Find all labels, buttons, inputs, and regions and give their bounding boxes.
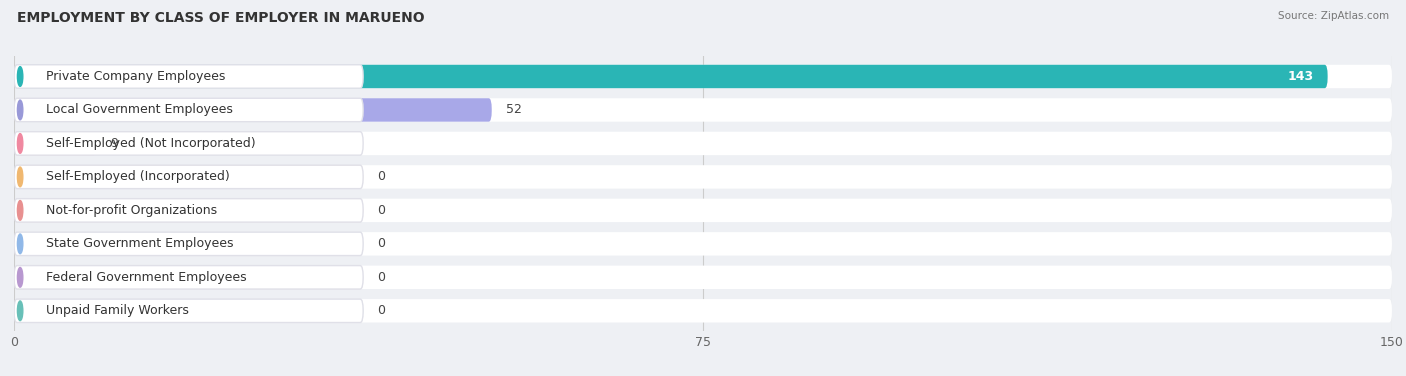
- Text: Self-Employed (Not Incorporated): Self-Employed (Not Incorporated): [46, 137, 256, 150]
- FancyBboxPatch shape: [14, 232, 1392, 256]
- FancyBboxPatch shape: [14, 65, 1392, 88]
- Circle shape: [17, 133, 22, 153]
- Text: 0: 0: [377, 304, 385, 317]
- Text: Local Government Employees: Local Government Employees: [46, 103, 233, 117]
- FancyBboxPatch shape: [14, 299, 363, 323]
- FancyBboxPatch shape: [14, 165, 363, 189]
- FancyBboxPatch shape: [14, 232, 363, 256]
- FancyBboxPatch shape: [14, 232, 363, 256]
- Text: State Government Employees: State Government Employees: [46, 237, 233, 250]
- Text: Source: ZipAtlas.com: Source: ZipAtlas.com: [1278, 11, 1389, 21]
- FancyBboxPatch shape: [14, 65, 363, 88]
- Circle shape: [17, 167, 22, 187]
- FancyBboxPatch shape: [14, 299, 1392, 323]
- Circle shape: [17, 67, 22, 86]
- FancyBboxPatch shape: [14, 299, 363, 323]
- FancyBboxPatch shape: [14, 199, 363, 222]
- Text: EMPLOYMENT BY CLASS OF EMPLOYER IN MARUENO: EMPLOYMENT BY CLASS OF EMPLOYER IN MARUE…: [17, 11, 425, 25]
- FancyBboxPatch shape: [14, 165, 1392, 189]
- Text: 0: 0: [377, 204, 385, 217]
- FancyBboxPatch shape: [14, 265, 363, 289]
- Text: 0: 0: [377, 271, 385, 284]
- FancyBboxPatch shape: [14, 199, 1392, 222]
- Text: Unpaid Family Workers: Unpaid Family Workers: [46, 304, 188, 317]
- Circle shape: [17, 234, 22, 254]
- Text: Self-Employed (Incorporated): Self-Employed (Incorporated): [46, 170, 231, 183]
- Circle shape: [17, 200, 22, 220]
- Text: 9: 9: [111, 137, 118, 150]
- FancyBboxPatch shape: [14, 132, 97, 155]
- FancyBboxPatch shape: [14, 98, 492, 122]
- Text: 0: 0: [377, 170, 385, 183]
- FancyBboxPatch shape: [14, 165, 363, 189]
- FancyBboxPatch shape: [14, 265, 363, 289]
- Text: 0: 0: [377, 237, 385, 250]
- FancyBboxPatch shape: [14, 132, 363, 155]
- Text: Not-for-profit Organizations: Not-for-profit Organizations: [46, 204, 218, 217]
- Circle shape: [17, 100, 22, 120]
- Circle shape: [17, 267, 22, 287]
- FancyBboxPatch shape: [14, 199, 363, 222]
- Text: 52: 52: [506, 103, 522, 117]
- Circle shape: [17, 301, 22, 321]
- FancyBboxPatch shape: [14, 65, 1327, 88]
- FancyBboxPatch shape: [14, 98, 1392, 122]
- FancyBboxPatch shape: [14, 132, 1392, 155]
- FancyBboxPatch shape: [14, 98, 363, 122]
- Text: Federal Government Employees: Federal Government Employees: [46, 271, 247, 284]
- FancyBboxPatch shape: [14, 265, 1392, 289]
- Text: Private Company Employees: Private Company Employees: [46, 70, 225, 83]
- Text: 143: 143: [1288, 70, 1313, 83]
